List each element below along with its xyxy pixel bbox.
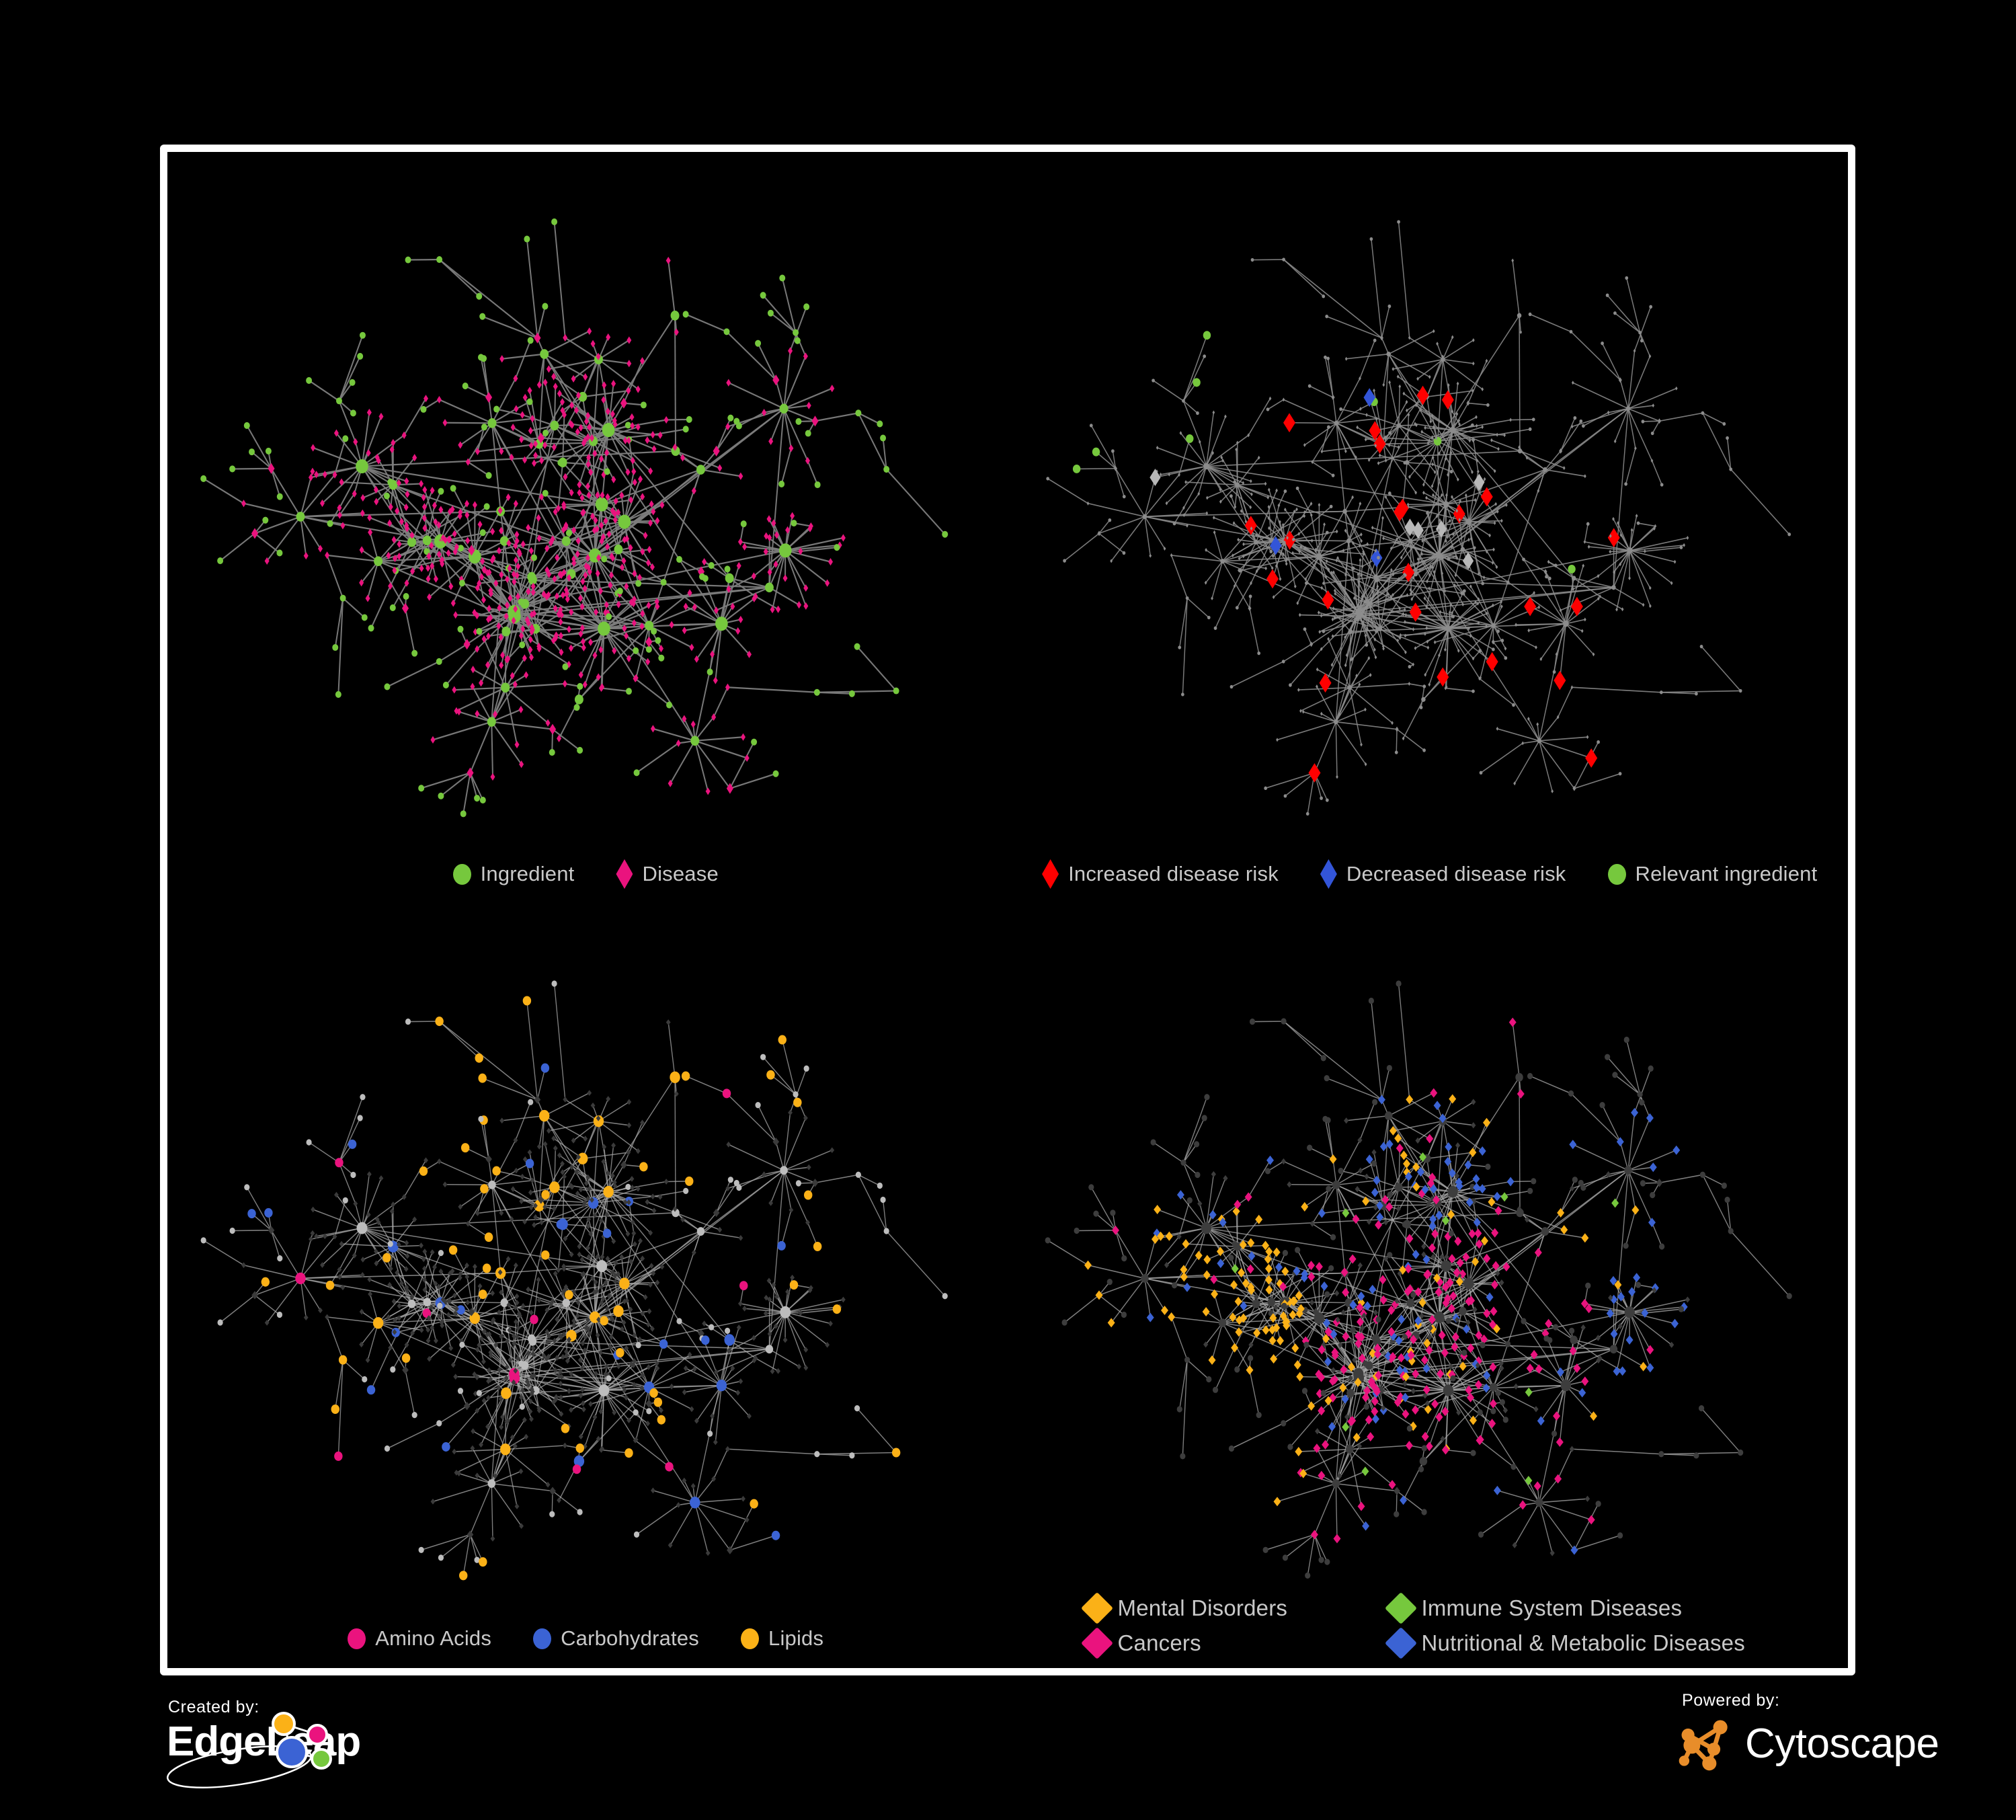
powered-by-label: Powered by:: [1682, 1691, 1780, 1710]
network-canvas-top-left[interactable]: [167, 152, 1004, 906]
panel-disease-risk-network[interactable]: Increased disease risk Decreased disease…: [1011, 152, 1849, 906]
cytoscape-wordmark: Cytoscape: [1745, 1720, 1939, 1767]
figure-footer: Created by: EdgeLeap Powered by:: [0, 1684, 2016, 1820]
panel-ingredient-class-network[interactable]: Amino Acids Carbohydrates Lipids: [167, 914, 1004, 1668]
network-svg-bottom-right[interactable]: [1012, 914, 1849, 1668]
panel-ingredient-disease-network[interactable]: Ingredient Disease: [167, 152, 1004, 906]
cytoscape-logo[interactable]: Powered by:: [1674, 1691, 1956, 1805]
network-svg-top-left[interactable]: [167, 152, 1004, 906]
panel-disease-class-network[interactable]: Mental Disorders Immune System Diseases …: [1011, 914, 1849, 1668]
created-by-label: Created by:: [168, 1698, 259, 1716]
network-canvas-bottom-left[interactable]: [167, 914, 1004, 1668]
figure-frame: Ingredient Disease Increased disease ris…: [160, 145, 1855, 1675]
edgeleap-logo[interactable]: Created by: EdgeLeap: [160, 1698, 510, 1812]
network-svg-top-right[interactable]: [1012, 152, 1849, 906]
cytoscape-icon: [1679, 1720, 1728, 1771]
network-canvas-top-right[interactable]: [1012, 152, 1849, 906]
network-svg-bottom-left[interactable]: [167, 914, 1004, 1668]
edgeleap-nodes-icon: [272, 1712, 332, 1770]
network-canvas-bottom-right[interactable]: [1012, 914, 1849, 1668]
